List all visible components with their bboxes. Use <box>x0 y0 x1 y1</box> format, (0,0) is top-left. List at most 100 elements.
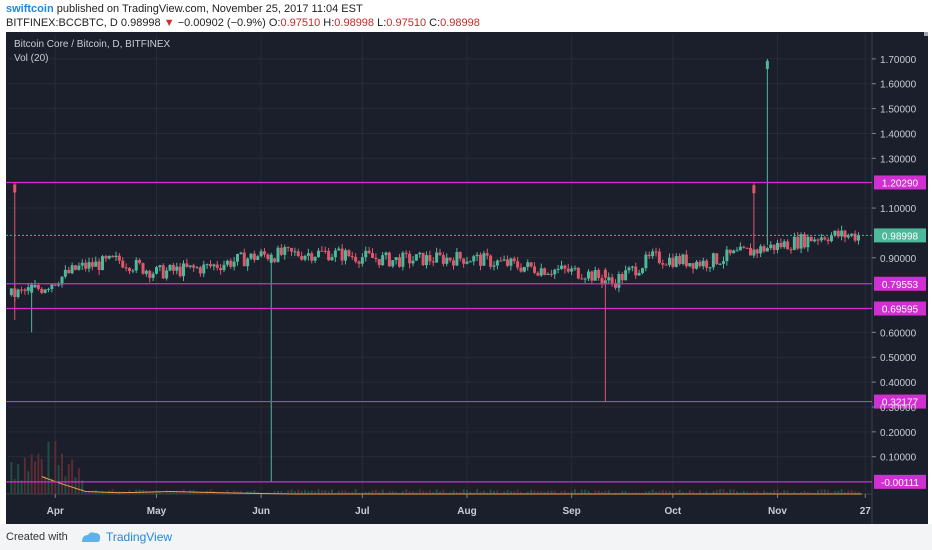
candle-body <box>74 265 77 270</box>
candle-body <box>138 259 142 264</box>
x-tick-label: Nov <box>768 506 787 517</box>
volume-bar <box>752 491 755 494</box>
volume-bar <box>337 491 340 494</box>
candle-body <box>371 253 374 258</box>
chart-area[interactable]: 1.20290 0.79553 0.69595 0.32177 -0.00111 0.98… <box>6 32 928 524</box>
candle-body <box>229 260 233 267</box>
candle-body <box>161 265 165 279</box>
candle-body <box>603 269 607 278</box>
candle-body <box>614 282 617 288</box>
chart-legend-title: Bitcoin Core / Bitcoin, D, BITFINEX <box>14 39 171 50</box>
candle-body <box>789 249 793 251</box>
y-tick-label: 1.40000 <box>880 129 917 140</box>
volume-bar <box>135 489 138 494</box>
y-tick-label: 0.60000 <box>880 328 917 339</box>
candle-body <box>121 260 125 268</box>
y-tick-label: 0.50000 <box>880 353 917 364</box>
candle-body <box>202 264 206 274</box>
y-tick-label: 1.30000 <box>880 154 917 165</box>
candle-body <box>617 274 621 288</box>
tradingview-brand[interactable]: TradingView <box>106 530 173 544</box>
volume-bar <box>854 491 857 494</box>
volume-bar <box>67 463 70 494</box>
volume-bar <box>40 458 43 494</box>
created-with-text: Created with <box>6 531 68 543</box>
candle-body <box>23 289 27 291</box>
candle-body <box>553 269 557 275</box>
candle-body <box>566 268 570 272</box>
symbol-label: BITFINEX:BCCBTC, D <box>6 17 118 29</box>
candle-body <box>9 288 13 296</box>
candle-body <box>749 247 752 256</box>
volume-bar <box>253 490 256 494</box>
price-chart-svg[interactable]: 1.20290 0.79553 0.69595 0.32177 -0.00111 0.98… <box>6 32 928 524</box>
candle-body <box>738 246 742 251</box>
candle-body <box>144 270 148 274</box>
volume-bar <box>327 490 330 494</box>
open-label: O: <box>268 17 281 29</box>
volume-bar <box>310 490 313 494</box>
volume-bar <box>661 489 664 494</box>
y-tick-label: 1.70000 <box>880 55 917 66</box>
candle-body <box>107 255 111 259</box>
volume-bar <box>398 492 401 494</box>
candle-body <box>597 269 601 278</box>
level-label-box <box>874 394 926 409</box>
candle-body <box>259 251 263 257</box>
candle-body <box>705 260 709 268</box>
candle-body <box>47 288 50 290</box>
candle-body <box>543 268 547 275</box>
volume-bar <box>553 491 556 494</box>
candle-body <box>219 267 223 271</box>
volume-bar <box>540 491 543 494</box>
volume-bar <box>597 490 600 494</box>
candle-body <box>850 233 854 236</box>
level-label: 0.32177 <box>882 398 919 409</box>
candle-body <box>67 269 71 274</box>
volume-bar <box>20 480 23 494</box>
volume-bar <box>759 492 762 494</box>
volume-bar <box>601 491 603 494</box>
candle-body <box>431 261 435 263</box>
x-tick-label: Jul <box>355 506 370 517</box>
author-name[interactable]: swiftcoin <box>6 3 54 15</box>
volume-bar <box>13 478 16 494</box>
candle-body <box>654 251 658 253</box>
volume-bar <box>496 490 499 494</box>
volume-bar <box>196 492 198 494</box>
published-info: published on TradingView.com, November 2… <box>56 3 363 15</box>
volume-bar <box>462 489 465 494</box>
volume-bar <box>304 489 306 494</box>
candle-body <box>128 267 131 272</box>
candle-body <box>94 261 98 267</box>
candle-body <box>668 257 671 265</box>
volume-bar <box>685 492 688 494</box>
candle-body <box>256 256 260 260</box>
level-label: 0.69595 <box>882 305 919 316</box>
candle-body <box>158 265 162 268</box>
candle-body <box>776 242 779 250</box>
candle-body <box>759 246 763 254</box>
candle-body <box>155 267 158 274</box>
candle-body <box>171 265 175 271</box>
candle-body <box>607 277 611 281</box>
candle-body <box>482 253 486 266</box>
volume-bar <box>688 489 691 494</box>
candle-body <box>455 252 459 266</box>
candle-body <box>809 236 813 242</box>
candle-body <box>421 252 425 266</box>
candle-body <box>117 255 121 261</box>
volume-bar <box>833 490 836 494</box>
volume-bar <box>715 489 718 494</box>
low-label: L: <box>377 17 387 29</box>
volume-bar <box>388 491 391 494</box>
candle-body <box>306 253 310 256</box>
volume-bar <box>607 490 610 494</box>
volume-bar <box>385 492 387 494</box>
candle-body <box>317 250 320 257</box>
candle-body <box>418 252 422 255</box>
candle-body <box>819 237 823 241</box>
volume-bar <box>290 489 293 494</box>
volume-bar <box>530 489 533 494</box>
volume-bar <box>30 454 33 494</box>
